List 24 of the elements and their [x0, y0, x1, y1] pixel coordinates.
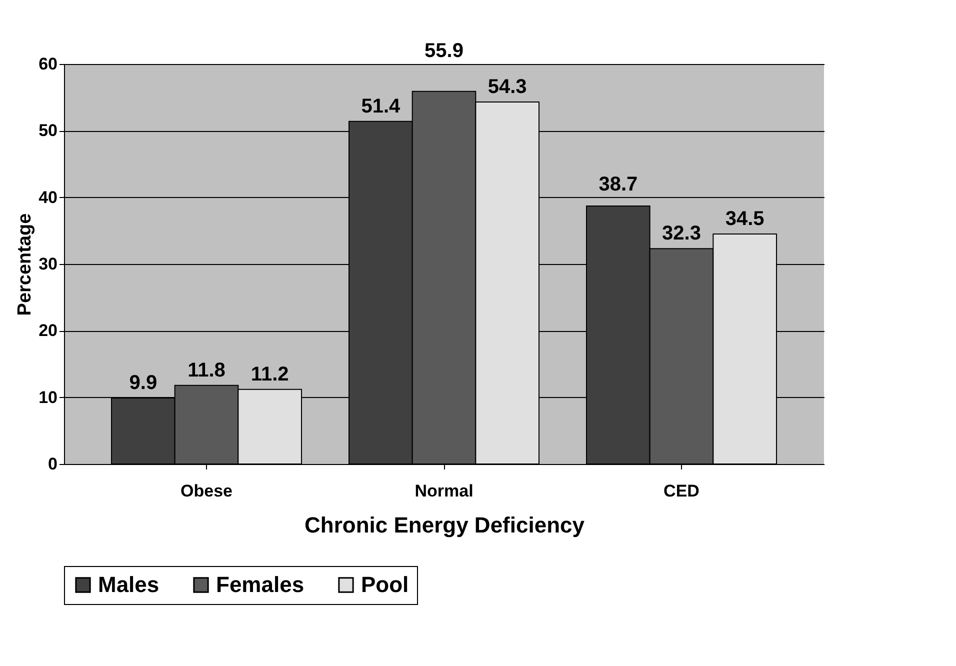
- legend-label: Females: [216, 572, 304, 597]
- data-label: 34.5: [725, 208, 764, 230]
- y-tick-label: 10: [38, 388, 58, 407]
- data-label: 51.4: [361, 95, 401, 118]
- data-label: 11.2: [250, 363, 289, 386]
- x-tick-label: Normal: [414, 482, 474, 500]
- y-tick-label: 20: [38, 321, 58, 340]
- data-label: 54.3: [488, 76, 527, 98]
- y-tick-label: 60: [38, 54, 58, 74]
- x-axis-title: Chronic Energy Deficiency: [304, 512, 586, 538]
- data-label: 38.7: [598, 173, 638, 196]
- y-tick-label: 0: [48, 454, 58, 474]
- x-tick-label: Obese: [180, 482, 232, 500]
- data-label: 55.9: [424, 40, 464, 62]
- y-tick-label: 40: [38, 188, 58, 207]
- data-label: 32.3: [662, 222, 701, 245]
- x-tick-label: CED: [664, 482, 700, 500]
- legend-label: Males: [98, 572, 160, 597]
- legend-label: Pool: [361, 572, 409, 597]
- data-label: 9.9: [129, 372, 158, 394]
- y-axis-title: Percentage: [14, 213, 36, 316]
- y-tick-label: 30: [38, 254, 58, 274]
- y-tick-label: 50: [38, 121, 58, 140]
- data-label: 11.8: [188, 359, 226, 382]
